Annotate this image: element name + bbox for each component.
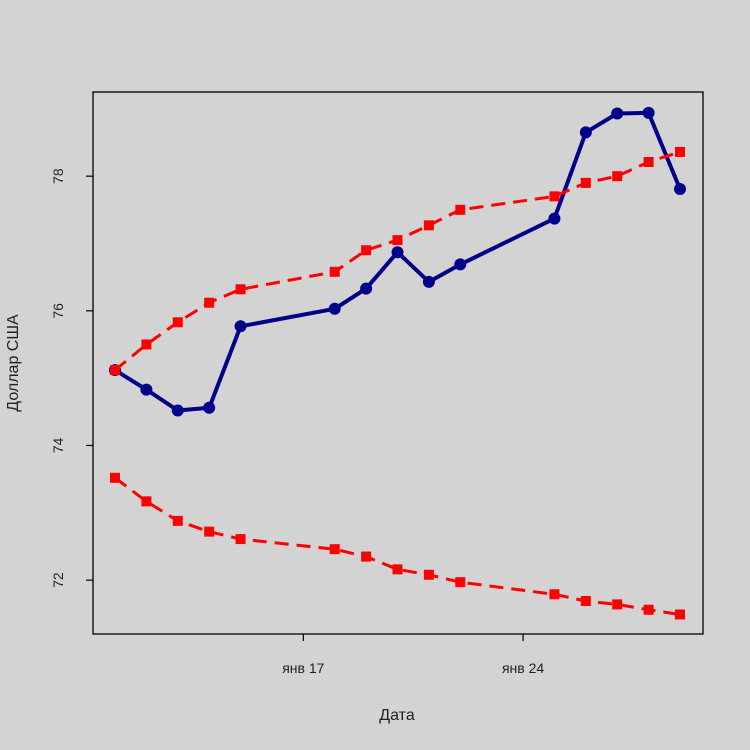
- series-3-point: [235, 534, 246, 545]
- y-tick-label: 74: [50, 437, 66, 453]
- x-axis-title: Дата: [379, 707, 415, 724]
- series-3-point: [361, 551, 372, 562]
- series-1-point: [674, 182, 686, 195]
- series-1-line: [113, 110, 682, 413]
- series-2-point: [423, 220, 434, 231]
- series-layer: [109, 106, 686, 620]
- series-3-point: [423, 569, 434, 580]
- series-2-point: [204, 297, 215, 308]
- series-3-point: [172, 515, 183, 526]
- series-3-point: [392, 564, 403, 575]
- series-3-point: [329, 544, 340, 555]
- series-2-point: [580, 177, 591, 188]
- plot-frame: [92, 91, 704, 635]
- series-2-point: [141, 339, 152, 350]
- series-3-point: [549, 589, 560, 600]
- series-2-point: [172, 317, 183, 328]
- series-2-point: [392, 235, 403, 246]
- series-2-line: [114, 150, 681, 372]
- series-2-point: [110, 365, 120, 376]
- series-3-line: [114, 476, 681, 616]
- y-tick-label: 78: [50, 168, 66, 184]
- series-2-point: [675, 146, 685, 157]
- series-3-point: [580, 596, 591, 607]
- series-3-point: [643, 604, 654, 615]
- series-1-point: [360, 282, 373, 295]
- y-tick-label: 76: [50, 303, 66, 319]
- series-1-point: [579, 126, 592, 139]
- series-3-point: [204, 526, 215, 537]
- series-1-point: [328, 302, 341, 315]
- series-1-point: [422, 275, 435, 288]
- series-3-point: [141, 496, 152, 507]
- series-1-point: [171, 404, 184, 417]
- y-tick-label: 72: [50, 572, 66, 588]
- series-1-point: [391, 246, 404, 259]
- series-1-point: [454, 258, 467, 271]
- series-1-point: [234, 320, 247, 333]
- series-1-point: [140, 383, 153, 396]
- x-axis: янв 17 янв 24: [282, 634, 544, 676]
- series-1-point: [642, 106, 655, 119]
- series-2-point: [549, 191, 560, 202]
- series-3-point: [612, 599, 623, 610]
- series-2-point: [455, 204, 466, 215]
- y-axis-title: Доллар США: [5, 314, 22, 412]
- series-2-point: [235, 284, 246, 295]
- x-tick-label: янв 17: [282, 660, 324, 676]
- series-3-point: [110, 472, 120, 483]
- series-2-point: [329, 266, 340, 277]
- series-2-point: [643, 157, 654, 168]
- x-tick-label: янв 24: [502, 660, 544, 676]
- series-2-point: [612, 171, 623, 182]
- series-3-point: [455, 577, 466, 588]
- y-axis: 72 74 76 78: [50, 168, 93, 588]
- series-1-point: [611, 107, 624, 120]
- series-2-point: [361, 245, 372, 256]
- series-1-point: [203, 401, 216, 414]
- series-1-point: [548, 212, 561, 225]
- series-3-point: [675, 609, 685, 620]
